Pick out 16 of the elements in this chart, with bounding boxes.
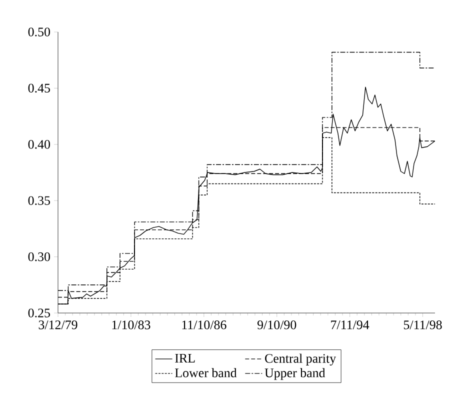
- x-tick-label: 3/12/79: [38, 320, 78, 330]
- y-tick-label: 0.25: [28, 308, 50, 318]
- y-tick-label: 0.35: [28, 196, 50, 206]
- x-tick-label: 5/11/98: [404, 320, 442, 330]
- x-tick-label: 11/10/86: [182, 320, 226, 330]
- legend-label: Central parity: [265, 354, 336, 366]
- x-tick-label: 1/10/83: [112, 320, 150, 330]
- x-tick-label: 7/11/94: [331, 320, 370, 330]
- y-tick-label: 0.45: [28, 84, 50, 93]
- legend-label: Upper band: [264, 368, 326, 380]
- x-tick-label: 9/10/90: [257, 320, 296, 330]
- legend-label: Lower band: [175, 368, 237, 378]
- y-tick-label: 0.30: [28, 252, 50, 262]
- y-tick-label: 0.50: [28, 28, 50, 36]
- y-tick-label: 0.40: [28, 140, 50, 149]
- legend-label: IRL: [175, 354, 195, 362]
